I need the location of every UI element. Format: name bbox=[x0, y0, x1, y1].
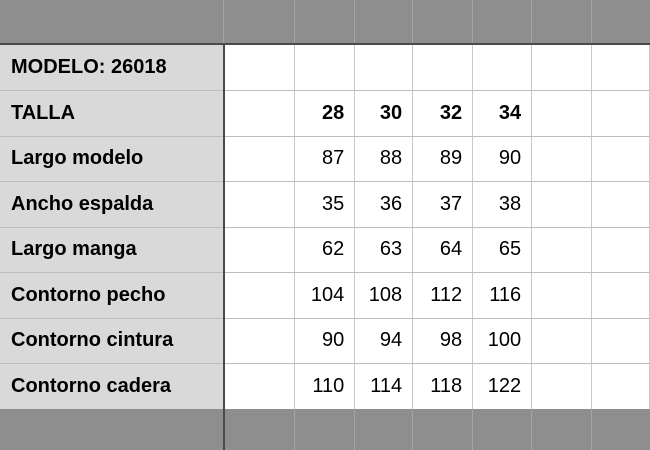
measure-cell[interactable]: 37 bbox=[412, 181, 474, 228]
measure-cell[interactable]: 87 bbox=[294, 136, 356, 182]
size-value[interactable]: 32 bbox=[412, 90, 474, 137]
measure-cell[interactable]: 114 bbox=[354, 363, 414, 409]
model-label[interactable]: MODELO: 26018 bbox=[0, 45, 225, 91]
bottom-band bbox=[0, 409, 650, 450]
measure-cell[interactable]: 98 bbox=[412, 318, 474, 364]
measure-cell[interactable]: 90 bbox=[472, 136, 533, 182]
measure-cell[interactable]: 118 bbox=[412, 363, 474, 409]
table-row: Contorno cadera 110 114 118 122 bbox=[0, 363, 650, 409]
measure-cell[interactable]: 65 bbox=[472, 227, 533, 273]
table-row: Contorno cintura 90 94 98 100 bbox=[0, 318, 650, 364]
measure-cell[interactable]: 108 bbox=[354, 272, 414, 319]
measure-cell[interactable]: 100 bbox=[472, 318, 533, 364]
measure-cell[interactable]: 36 bbox=[354, 181, 414, 228]
size-header-row: TALLA 28 30 32 34 bbox=[0, 90, 650, 137]
measure-cell[interactable]: 64 bbox=[412, 227, 474, 273]
measure-cell[interactable]: 90 bbox=[294, 318, 356, 364]
table-row: Contorno pecho 104 108 112 116 bbox=[0, 272, 650, 319]
measure-cell[interactable]: 89 bbox=[412, 136, 474, 182]
measure-cell[interactable]: 112 bbox=[412, 272, 474, 319]
size-table: MODELO: 26018 TALLA 28 30 32 34 Largo mo… bbox=[0, 45, 650, 409]
measure-cell[interactable]: 35 bbox=[294, 181, 356, 228]
row-label[interactable]: Contorno pecho bbox=[0, 272, 225, 319]
row-label[interactable]: Largo manga bbox=[0, 227, 225, 273]
column-divider bbox=[223, 409, 225, 450]
size-value[interactable]: 28 bbox=[294, 90, 356, 137]
measure-cell[interactable]: 122 bbox=[472, 363, 533, 409]
size-header-label[interactable]: TALLA bbox=[0, 90, 225, 137]
measure-cell[interactable]: 94 bbox=[354, 318, 414, 364]
size-value[interactable]: 34 bbox=[472, 90, 533, 137]
measure-cell[interactable]: 38 bbox=[472, 181, 533, 228]
size-value[interactable]: 30 bbox=[354, 90, 414, 137]
row-label[interactable]: Contorno cintura bbox=[0, 318, 225, 364]
measure-cell[interactable]: 88 bbox=[354, 136, 414, 182]
top-header-band bbox=[0, 0, 650, 45]
model-row: MODELO: 26018 bbox=[0, 45, 650, 91]
table-row: Largo modelo 87 88 89 90 bbox=[0, 136, 650, 182]
measure-cell[interactable]: 110 bbox=[294, 363, 356, 409]
row-label[interactable]: Ancho espalda bbox=[0, 181, 225, 228]
measure-cell[interactable]: 104 bbox=[294, 272, 356, 319]
measure-cell[interactable]: 63 bbox=[354, 227, 414, 273]
table-row: Largo manga 62 63 64 65 bbox=[0, 227, 650, 273]
row-label[interactable]: Contorno cadera bbox=[0, 363, 225, 409]
measure-cell[interactable]: 62 bbox=[294, 227, 356, 273]
measure-cell[interactable]: 116 bbox=[472, 272, 533, 319]
row-label[interactable]: Largo modelo bbox=[0, 136, 225, 182]
table-row: Ancho espalda 35 36 37 38 bbox=[0, 181, 650, 228]
